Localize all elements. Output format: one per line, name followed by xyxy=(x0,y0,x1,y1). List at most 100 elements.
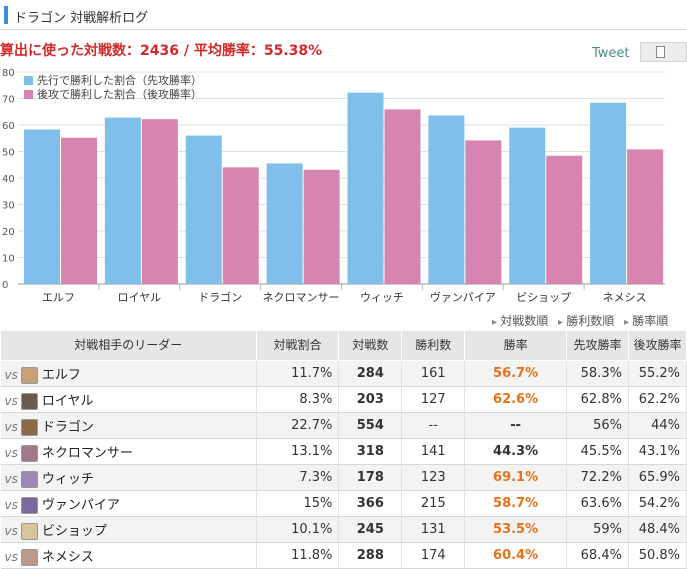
table-row: vs ネメシス 11.8% 288 174 60.4% 68.4% 50.8% xyxy=(0,542,687,569)
leader-avatar-icon xyxy=(20,418,38,436)
header-rate: 勝率 xyxy=(464,330,567,361)
win-rate-chart: 0 10 20 30 40 50 60 70 80 エルフ ロイヤル ドラゴン ネクロマンサー ウィッチ ヴ… xyxy=(2,68,665,304)
leader-name: ネメシス xyxy=(41,549,94,565)
leader-name: ネクロマンサー xyxy=(41,445,133,461)
y-tick-label: 60 xyxy=(2,121,15,132)
leader-name: ヴァンパイア xyxy=(41,497,120,513)
rate-cell: 69.1% xyxy=(464,464,567,491)
second-rate-cell: 62.2% xyxy=(628,386,687,413)
wins-cell: -- xyxy=(401,412,466,439)
wins-cell: 161 xyxy=(401,360,466,387)
legend-label-second: 後攻で勝利した割合（後攻勝率） xyxy=(37,87,202,101)
share-button[interactable] xyxy=(640,42,687,62)
bar-second xyxy=(546,155,583,284)
table-row: vs ドラゴン 22.7% 554 -- -- 56% 44% xyxy=(0,412,687,439)
wins-cell: 123 xyxy=(401,464,466,491)
leader-avatar-icon xyxy=(20,496,38,514)
wins-cell: 174 xyxy=(401,542,466,569)
tweet-link[interactable]: Tweet xyxy=(592,46,630,61)
rate-cell: 44.3% xyxy=(464,438,567,465)
leader-avatar-icon xyxy=(20,366,38,384)
header-second-rate: 後攻勝率 xyxy=(627,330,687,361)
wins-cell: 127 xyxy=(401,386,466,413)
x-tick-label: ビショップ xyxy=(516,291,571,304)
y-tick-label: 20 xyxy=(2,227,15,238)
y-tick-label: 0 xyxy=(2,280,8,291)
share-cell: 10.1% xyxy=(256,516,340,543)
y-tick-label: 10 xyxy=(2,254,15,265)
second-rate-cell: 43.1% xyxy=(628,438,687,465)
title-bar: ドラゴン 対戦解析ログ xyxy=(0,0,687,30)
sort-bar: 対戦数順 勝利数順 勝率順 xyxy=(486,312,668,329)
header-matches: 対戦数 xyxy=(338,330,403,361)
leader-cell[interactable]: vs ヴァンパイア xyxy=(0,490,257,517)
first-rate-cell: 72.2% xyxy=(566,464,629,491)
matches-cell: 366 xyxy=(338,490,403,517)
first-rate-cell: 56% xyxy=(566,412,629,439)
leader-cell[interactable]: vs ビショップ xyxy=(0,516,257,543)
leader-avatar-icon xyxy=(20,392,38,410)
bar-second xyxy=(222,167,259,284)
matches-cell: 245 xyxy=(338,516,403,543)
share-cell: 11.7% xyxy=(256,360,340,387)
leader-name: エルフ xyxy=(41,367,81,383)
bar-first xyxy=(590,102,627,284)
leader-name: ビショップ xyxy=(41,523,107,539)
leader-cell[interactable]: vs ネクロマンサー xyxy=(0,438,257,465)
rate-cell: 53.5% xyxy=(464,516,567,543)
table-row: vs エルフ 11.7% 284 161 56.7% 58.3% 55.2% xyxy=(0,360,687,387)
first-rate-cell: 63.6% xyxy=(566,490,629,517)
sort-by-matches[interactable]: 対戦数順 xyxy=(492,314,548,328)
wins-cell: 131 xyxy=(401,516,466,543)
leader-cell[interactable]: vs ドラゴン xyxy=(0,412,257,439)
vs-label: vs xyxy=(4,549,18,564)
y-tick-label: 80 xyxy=(2,68,15,79)
leader-avatar-icon xyxy=(20,522,38,540)
sort-by-wins[interactable]: 勝利数順 xyxy=(558,314,614,328)
y-tick-label: 50 xyxy=(2,148,15,159)
wins-cell: 215 xyxy=(401,490,466,517)
share-cell: 8.3% xyxy=(256,386,340,413)
vs-label: vs xyxy=(4,523,18,538)
bar-first xyxy=(185,135,222,284)
document-icon xyxy=(656,46,665,58)
bar-first xyxy=(347,92,384,284)
rate-cell: 60.4% xyxy=(464,542,567,569)
sort-by-rate[interactable]: 勝率順 xyxy=(624,314,668,328)
vs-label: vs xyxy=(4,393,18,408)
leader-avatar-icon xyxy=(20,470,38,488)
first-rate-cell: 58.3% xyxy=(566,360,629,387)
x-tick-label: ヴァンパイア xyxy=(430,290,496,304)
leader-cell[interactable]: vs ネメシス xyxy=(0,542,257,569)
leader-cell[interactable]: vs ロイヤル xyxy=(0,386,257,413)
y-tick-label: 40 xyxy=(2,174,15,185)
wins-cell: 141 xyxy=(401,438,466,465)
legend-swatch-second xyxy=(24,90,33,99)
leader-name: ドラゴン xyxy=(41,419,94,435)
y-tick-label: 30 xyxy=(2,201,15,212)
first-rate-cell: 59% xyxy=(566,516,629,543)
leader-avatar-icon xyxy=(20,444,38,462)
x-tick-label: エルフ xyxy=(42,291,75,304)
header-share: 対戦割合 xyxy=(255,330,340,361)
share-cell: 7.3% xyxy=(256,464,340,491)
second-rate-cell: 50.8% xyxy=(628,542,687,569)
vs-label: vs xyxy=(4,471,18,486)
x-tick-label: ネクロマンサー xyxy=(263,291,340,304)
share-cell: 11.8% xyxy=(256,542,340,569)
bar-second xyxy=(465,140,502,284)
header-leader: 対戦相手のリーダー xyxy=(0,330,257,361)
share-cell: 22.7% xyxy=(256,412,340,439)
summary-text: 算出に使った対戦数：2436 / 平均勝率：55.38% xyxy=(0,43,323,59)
matches-cell: 203 xyxy=(338,386,403,413)
bar-second xyxy=(303,169,340,284)
x-tick-label: ネメシス xyxy=(603,291,647,304)
x-tick-label: ドラゴン xyxy=(198,290,242,304)
title-accent xyxy=(4,6,8,24)
leader-cell[interactable]: vs エルフ xyxy=(0,360,257,387)
matches-cell: 284 xyxy=(338,360,403,387)
leader-name: ロイヤル xyxy=(41,393,94,409)
bar-first xyxy=(24,129,60,284)
leader-cell[interactable]: vs ウィッチ xyxy=(0,464,257,491)
table-row: vs ヴァンパイア 15% 366 215 58.7% 63.6% 54.2% xyxy=(0,490,687,517)
